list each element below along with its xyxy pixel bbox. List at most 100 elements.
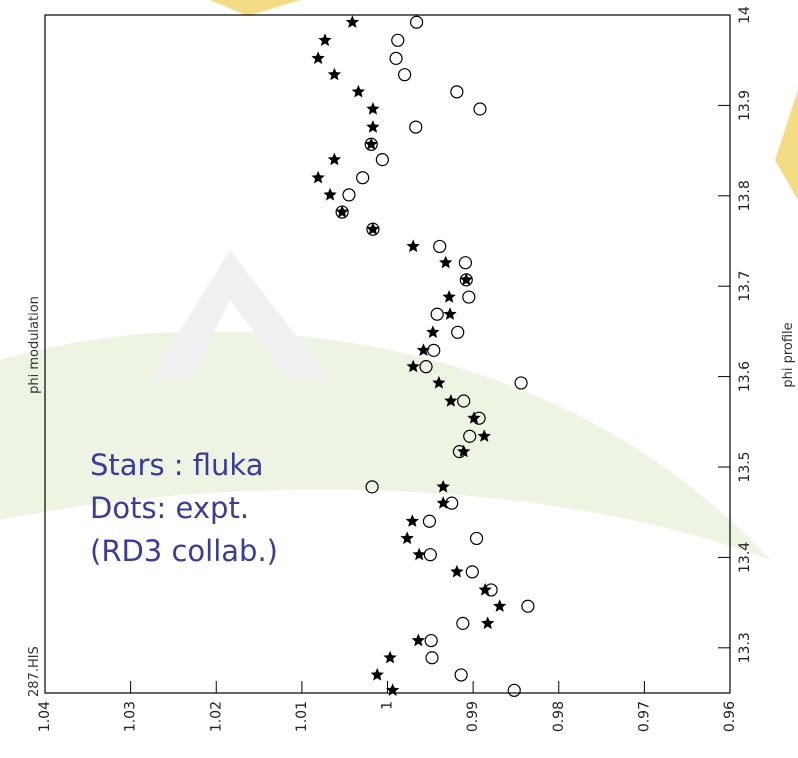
y-tick-label: 1.03	[123, 701, 139, 732]
dot-point	[427, 343, 441, 357]
star-point	[386, 683, 400, 696]
x-tick-label: 13.8	[737, 180, 753, 211]
dot-point	[456, 616, 470, 630]
y-tick-label: 1	[380, 701, 396, 710]
star-point	[436, 479, 450, 493]
star-point	[443, 307, 457, 320]
star-point	[477, 429, 491, 442]
dot-point	[389, 51, 403, 65]
dot-point	[469, 531, 484, 546]
y-tick-label: 0.99	[465, 701, 481, 732]
star-point	[335, 205, 349, 218]
star-point	[444, 394, 458, 407]
star-point	[416, 343, 431, 356]
x-tick-label: 13.4	[737, 542, 753, 573]
dot-point	[342, 188, 356, 202]
x-axis-label: phi profile	[781, 322, 796, 387]
star-point	[311, 51, 325, 65]
dot-point	[459, 273, 473, 287]
star-point	[327, 152, 342, 166]
star-point	[432, 375, 446, 389]
dot-point	[463, 429, 477, 443]
star-point	[439, 255, 453, 269]
histogram-id: 287.HIS	[27, 646, 42, 697]
dot-point	[458, 256, 473, 270]
dot-point	[425, 651, 439, 665]
dot-point	[365, 480, 379, 494]
star-point	[406, 359, 420, 373]
y-tick-label: 1.02	[208, 701, 224, 732]
dot-point	[430, 307, 444, 321]
annotation: Stars : fluka	[90, 448, 264, 482]
dot-point	[484, 583, 498, 597]
dot-point	[452, 445, 467, 459]
star-point	[400, 531, 414, 545]
dot-point	[409, 120, 423, 134]
dot-point	[451, 325, 465, 339]
star-point	[450, 564, 464, 578]
star-point	[366, 120, 380, 133]
star-point	[366, 102, 380, 115]
star-point	[323, 187, 337, 201]
dot-point	[366, 222, 380, 236]
star-point	[311, 170, 325, 184]
x-tick-label: 13.5	[737, 451, 753, 482]
dot-point	[473, 102, 487, 116]
x-tick-label: 13.3	[737, 632, 753, 663]
dot-point	[424, 633, 438, 648]
y-tick-label: 1.01	[294, 701, 310, 732]
watermark	[150, 250, 330, 380]
star-point	[406, 239, 420, 253]
x-tick-label: 13.9	[737, 90, 753, 121]
x-tick-label: 14	[737, 6, 753, 24]
star-point	[426, 325, 440, 338]
star-point	[364, 137, 378, 150]
watermark	[0, 331, 770, 560]
star-point	[318, 33, 332, 46]
dot-point	[445, 496, 459, 510]
dot-point	[507, 683, 521, 697]
dot-point	[433, 239, 447, 254]
dot-point	[423, 548, 437, 562]
dot-point	[514, 376, 528, 390]
dot-point	[391, 33, 405, 47]
x-tick-label: 13.6	[737, 361, 753, 392]
y-tick-label: 0.96	[722, 701, 738, 732]
star-point	[412, 547, 426, 561]
watermark	[775, 90, 798, 200]
star-point	[405, 514, 419, 527]
star-point	[481, 616, 495, 630]
star-point	[411, 633, 425, 647]
star-point	[345, 15, 360, 28]
star-point	[351, 84, 365, 98]
dot-point	[335, 205, 349, 219]
dot-point	[422, 514, 437, 528]
star-point	[459, 272, 473, 286]
star-point	[457, 444, 471, 458]
star-point	[442, 290, 456, 303]
dot-point	[364, 137, 378, 151]
dot-point	[356, 171, 370, 185]
star-point	[370, 667, 384, 681]
star-point	[493, 599, 507, 612]
dot-point	[450, 85, 464, 99]
dot-point	[375, 153, 389, 167]
dot-point	[410, 15, 424, 29]
y-axis-label: phi modulation	[27, 296, 42, 394]
star-point	[327, 67, 342, 81]
dot-point	[472, 411, 486, 425]
star-point	[467, 411, 481, 424]
dot-point	[457, 394, 471, 408]
y-tick-label: 0.97	[636, 701, 652, 732]
dot-point	[454, 668, 468, 682]
annotation: (RD3 collab.)	[90, 534, 278, 568]
annotation: Dots: expt.	[90, 491, 249, 525]
watermark	[210, 0, 300, 16]
dot-point	[398, 68, 412, 82]
star-point	[383, 650, 397, 664]
dot-point	[465, 565, 479, 579]
dot-point	[521, 599, 535, 613]
dot-point	[419, 360, 433, 374]
star-point	[366, 222, 380, 235]
